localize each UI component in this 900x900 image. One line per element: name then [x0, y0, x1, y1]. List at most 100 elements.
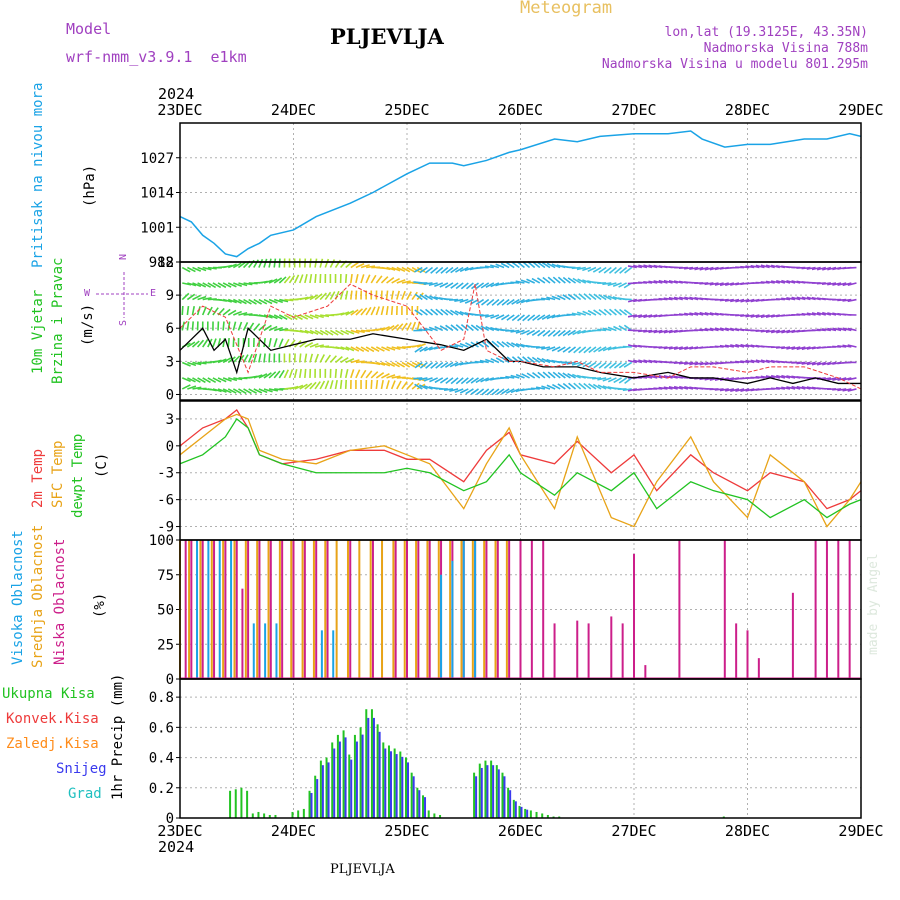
wind-arrow — [643, 264, 653, 269]
wind-arrow — [381, 373, 390, 379]
wind-arrow — [212, 307, 219, 316]
wind-arrow — [673, 296, 683, 301]
wind-arrow — [401, 381, 408, 390]
wind-arrow — [578, 346, 587, 354]
srednja-cloud-bar — [222, 540, 225, 679]
wind-arrow — [304, 329, 314, 335]
wind-arrow — [299, 383, 308, 390]
wind-arrow — [582, 310, 592, 316]
wind-arrow — [309, 343, 319, 348]
y-tick-label: 0 — [166, 811, 174, 827]
wind-arrow — [396, 290, 400, 300]
wind-arrow — [375, 306, 380, 316]
wind-arrow — [243, 298, 252, 305]
x-tick-label-top: 28DEC — [725, 101, 770, 119]
niska-cloud-bar — [406, 540, 408, 679]
wind-arrow — [425, 308, 434, 316]
wind-arrow — [314, 293, 323, 301]
wind-arrow — [459, 298, 469, 304]
wind-arrow — [380, 276, 389, 284]
wind-arrow — [495, 314, 505, 320]
precip-total-bar — [353, 734, 356, 818]
wind-arrow — [791, 296, 801, 301]
wind-arrow — [202, 296, 212, 301]
wind-arrow — [501, 298, 510, 306]
precip-snow-bar — [412, 776, 415, 818]
precip-total-bar — [393, 748, 396, 818]
wind-arrow — [572, 277, 582, 284]
x-tick-label-top: 25DEC — [384, 101, 429, 119]
wind-arrow — [232, 321, 237, 331]
wind-arrow — [273, 277, 283, 284]
precip-total-bar — [722, 816, 725, 818]
wind-arrow — [375, 275, 383, 284]
wind-arrow — [618, 361, 628, 369]
wind-arrow — [345, 358, 355, 364]
niska-cloud-bar — [241, 588, 244, 679]
precip-snow-bar — [344, 737, 347, 818]
wind-arrow — [704, 328, 714, 332]
wind-arrow — [791, 280, 801, 284]
wind-arrow — [822, 311, 832, 316]
wind-arrow — [536, 314, 546, 321]
wind-arrow — [314, 353, 320, 363]
wind-arrow — [740, 314, 750, 317]
model-label: Model — [66, 20, 112, 38]
wind-arrow — [319, 380, 326, 390]
visoka-cloud-bar — [207, 540, 210, 679]
x-tick-label-top: 26DEC — [498, 101, 543, 119]
wind-arrow — [811, 312, 821, 316]
wind-arrow — [643, 280, 653, 284]
wind-compass-icon — [96, 272, 148, 318]
wind-arrow — [842, 344, 852, 348]
wind-arrow — [237, 321, 243, 331]
wind-arrow — [283, 338, 290, 348]
srednja-cloud-bar — [335, 540, 338, 679]
wind-arrow — [704, 311, 714, 316]
wind-arrow — [522, 356, 531, 364]
precip-total-bar — [348, 754, 351, 818]
wind-arrow — [324, 291, 332, 301]
wind-arrow — [309, 294, 319, 301]
wind-arrow — [228, 377, 238, 382]
wind-arrow — [243, 282, 253, 286]
wind-arrow — [268, 298, 278, 304]
precip-snow-bar — [310, 792, 313, 818]
wind-arrow — [547, 329, 556, 337]
wind-arrow — [730, 282, 740, 286]
precip-legend-5: Grad — [68, 786, 102, 802]
wind-arrow — [298, 368, 302, 379]
wind-arrow — [775, 386, 786, 390]
wind-arrow — [776, 279, 786, 284]
wind-arrow — [648, 280, 658, 284]
wind-arrow — [455, 324, 464, 332]
wind-arrow — [191, 340, 200, 348]
wind-arrow — [429, 377, 438, 383]
wind-arrow — [806, 266, 816, 270]
wind-arrow — [253, 388, 263, 394]
wind-arrow — [304, 341, 314, 348]
wind-arrow — [197, 377, 206, 384]
wind-arrow — [390, 305, 394, 316]
wind-arrow — [602, 327, 612, 332]
wind-arrow — [668, 279, 678, 284]
wind-arrow — [439, 377, 449, 384]
wind-arrow — [745, 314, 755, 318]
x-tick-label-bottom: 27DEC — [611, 822, 656, 840]
wind-arrow — [273, 258, 277, 268]
wind-arrow — [294, 314, 303, 321]
precip-total-bar — [546, 814, 549, 818]
wind-arrow — [470, 324, 479, 332]
wind-arrow — [298, 353, 302, 363]
wind-arrow — [345, 329, 355, 335]
wind-arrow — [622, 388, 632, 392]
wind-arrow — [268, 258, 272, 268]
niska-cloud-bar — [825, 540, 828, 679]
wind-arrow — [460, 324, 469, 332]
precip-snow-bar — [503, 776, 506, 818]
wind-arrow — [268, 388, 279, 392]
wind-arrow — [632, 298, 643, 303]
wind-arrow — [419, 266, 428, 274]
wind-arrow — [480, 282, 490, 289]
precip-snow-bar — [389, 751, 392, 818]
